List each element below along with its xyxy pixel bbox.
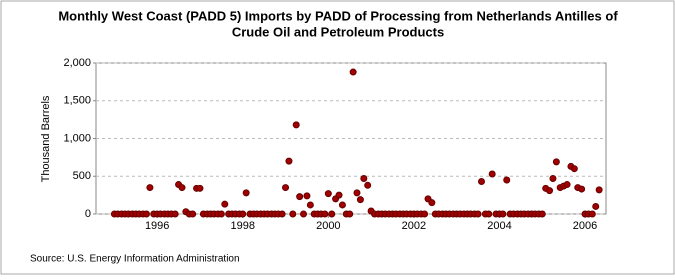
chart-title: Monthly West Coast (PADD 5) Imports by P… — [58, 8, 618, 23]
point — [353, 189, 361, 197]
point — [300, 210, 308, 218]
y-tick-label: 2,000 — [63, 57, 91, 69]
point — [242, 189, 250, 197]
point — [221, 200, 229, 208]
point — [289, 210, 297, 218]
point — [296, 193, 304, 201]
point — [178, 184, 186, 192]
point — [285, 157, 293, 165]
point — [356, 196, 364, 204]
point — [595, 186, 603, 194]
point — [360, 175, 368, 183]
y-tick-label: 500 — [73, 170, 91, 182]
point — [146, 184, 154, 192]
point — [563, 181, 571, 189]
point — [335, 191, 343, 199]
point — [338, 201, 346, 209]
source-note: Source: U.S. Energy Information Administ… — [30, 254, 240, 265]
point — [503, 176, 511, 184]
y-tick-label: 1,000 — [63, 132, 91, 144]
point — [321, 210, 329, 218]
point — [364, 181, 372, 189]
point — [303, 192, 311, 200]
point — [278, 210, 286, 218]
point — [570, 165, 578, 173]
point — [306, 201, 314, 209]
point — [549, 175, 557, 183]
point — [428, 199, 436, 207]
point — [552, 158, 560, 166]
point — [328, 210, 336, 218]
x-tick-label: 2004 — [487, 220, 511, 232]
point — [196, 184, 204, 192]
point — [324, 190, 332, 198]
point — [189, 210, 197, 218]
point — [499, 210, 507, 218]
chart-title: Crude Oil and Petroleum Products — [232, 24, 444, 39]
x-tick-label: 1996 — [145, 220, 169, 232]
y-tick-label: 0 — [85, 208, 91, 220]
point — [292, 121, 300, 129]
point — [239, 210, 247, 218]
point — [546, 187, 554, 195]
point — [282, 184, 290, 192]
point — [488, 170, 496, 178]
y-axis-label: Thousand Barrels — [40, 95, 52, 182]
point — [592, 202, 600, 210]
point — [217, 210, 225, 218]
point — [578, 185, 586, 193]
point — [142, 210, 150, 218]
x-tick-label: 1998 — [231, 220, 255, 232]
point — [171, 210, 179, 218]
point — [477, 178, 485, 186]
x-tick-label: 2002 — [402, 220, 426, 232]
point — [588, 210, 596, 218]
point — [538, 210, 546, 218]
x-tick-label: 2006 — [573, 220, 597, 232]
x-tick-label: 2000 — [316, 220, 340, 232]
point — [346, 210, 354, 218]
point — [349, 68, 357, 76]
point — [485, 210, 493, 218]
y-tick-label: 1,500 — [63, 95, 91, 107]
point — [474, 210, 482, 218]
point — [421, 210, 429, 218]
